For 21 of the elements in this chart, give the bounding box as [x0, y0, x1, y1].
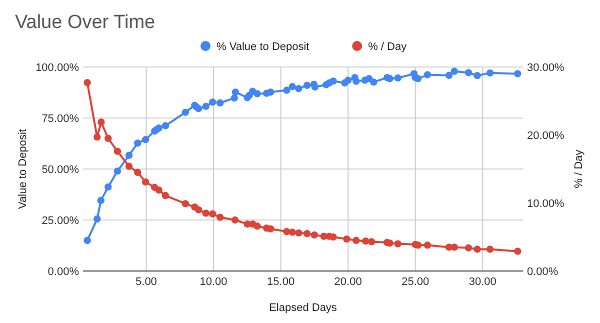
y-tick-label: 75.00% [42, 112, 80, 125]
y2-tick-label: 20.00% [527, 130, 565, 142]
y-axis-title: Value to Deposit [17, 129, 29, 209]
y2-tick-label: 30.00% [527, 62, 565, 74]
y2-axis-title: % / Day [573, 149, 585, 188]
y2-tick-label: 0.00% [527, 266, 558, 278]
legend-label: % / Day [368, 40, 408, 53]
x-tick-label: 30.00 [468, 276, 496, 288]
y-tick-label: 25.00% [42, 214, 80, 227]
x-tick-label: 15.00 [267, 276, 295, 288]
x-tick-label: 25.00 [402, 276, 430, 288]
x-axis-title: Elapsed Days [269, 302, 338, 314]
chart-title: Value Over Time [15, 12, 156, 33]
x-tick-label: 5.00 [136, 276, 157, 288]
x-tick-label: 10.00 [200, 276, 228, 288]
x-tick-label: 20.00 [334, 276, 362, 288]
y-tick-label: 0.00% [48, 266, 80, 278]
y-tick-label: 50.00% [42, 164, 80, 176]
y2-tick-label: 10.00% [527, 198, 565, 210]
y-tick-label: 100.00% [36, 62, 80, 74]
legend-label: % Value to Deposit [216, 40, 310, 53]
